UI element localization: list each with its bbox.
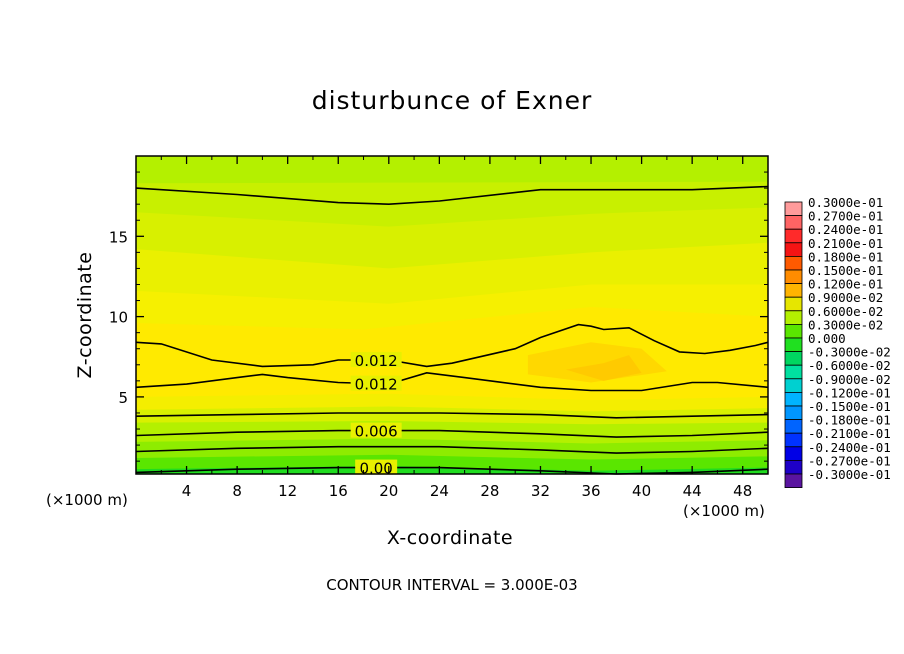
x-tick-label: 28	[480, 482, 499, 500]
colorbar-swatch	[784, 446, 803, 461]
colorbar-swatch	[784, 391, 803, 407]
colorbar-label: 0.2400e-01	[808, 222, 883, 237]
colorbar-swatch	[784, 419, 803, 434]
colorbar-swatch	[784, 364, 803, 380]
contour-line	[135, 185, 769, 206]
x-tick-label: 36	[581, 482, 600, 500]
colorbar-label: -0.9000e-02	[808, 372, 891, 387]
colorbar-label: -0.1500e-01	[808, 399, 891, 414]
contour-interval-note: CONTOUR INTERVAL = 3.000E-03	[326, 576, 578, 594]
colorbar-swatch	[784, 215, 803, 230]
contour-label-background	[350, 351, 402, 367]
colorbar-swatch	[784, 405, 803, 421]
colorbar-label: -0.1200e-01	[808, 385, 891, 400]
contour-line	[135, 412, 769, 419]
x-tick-label: 12	[278, 482, 297, 500]
colorbar-swatch	[784, 351, 803, 366]
x-axis-label: X-coordinate	[386, 527, 514, 549]
chart-title: disturbunce of Exner	[311, 86, 593, 115]
colorbar-label: -0.6000e-02	[808, 358, 891, 373]
y-tick-label: 5	[118, 389, 128, 407]
colorbar-label: 0.3000e-02	[808, 317, 883, 332]
x-tick-label: 44	[683, 482, 702, 500]
plot-frame	[135, 155, 769, 475]
colorbar-swatch	[784, 310, 803, 325]
colorbar-label: -0.3000e-01	[808, 467, 891, 482]
colorbar-label: 0.2700e-01	[808, 209, 883, 224]
contour-label-background	[350, 422, 402, 438]
x-tick-label: 40	[632, 482, 651, 500]
colorbar-label: 0.1200e-01	[808, 277, 883, 292]
contour-labels: 0.012 0.012 0.006 0.00	[350, 351, 402, 478]
contour-label: 0.012	[355, 352, 398, 370]
colorbar-swatch	[784, 378, 803, 393]
colorbar-swatch	[784, 473, 803, 489]
colorbar: 0.3000e-010.2700e-010.2400e-010.2100e-01…	[784, 195, 891, 489]
colorbar-label: 0.3000e-01	[808, 195, 883, 210]
x-tick-label: 8	[232, 482, 242, 500]
y-axis-ticks: 5 10 15	[109, 171, 768, 462]
filled-band	[565, 355, 642, 381]
x-tick-label: 24	[430, 482, 449, 500]
colorbar-swatch	[784, 255, 803, 271]
x-tick-label: 20	[379, 482, 398, 500]
colorbar-label: -0.1800e-01	[808, 413, 891, 428]
contour-label: 0.006	[355, 423, 398, 441]
colorbar-label: -0.2100e-01	[808, 426, 891, 441]
colorbar-swatch	[784, 337, 803, 353]
colorbar-label: -0.3000e-02	[808, 345, 891, 360]
colorbar-swatch	[784, 242, 803, 257]
y-tick-label: 10	[109, 309, 128, 327]
x-unit-label-right: (×1000 m)	[683, 502, 765, 520]
filled-contours	[136, 156, 768, 475]
contour-label: 0.012	[355, 376, 398, 394]
x-axis-ticks: 4 8 12 16 20 24 28 32 36 40 44 48	[160, 156, 752, 500]
contour-line	[135, 429, 769, 438]
colorbar-label: 0.1800e-01	[808, 249, 883, 264]
colorbar-swatch	[784, 296, 803, 312]
x-tick-label: 32	[531, 482, 550, 500]
colorbar-swatch	[784, 323, 803, 339]
contour-line	[135, 323, 769, 368]
colorbar-label: 0.000	[808, 331, 846, 346]
colorbar-swatch	[784, 432, 803, 448]
contour-label-background	[350, 375, 402, 391]
colorbar-swatch	[784, 283, 803, 298]
colorbar-label: 0.2100e-01	[808, 236, 883, 251]
x-unit-label-left: (×1000 m)	[46, 491, 128, 509]
x-tick-label: 16	[329, 482, 348, 500]
x-tick-label: 4	[182, 482, 192, 500]
colorbar-label: 0.6000e-02	[808, 304, 883, 319]
x-tick-label: 48	[733, 482, 752, 500]
colorbar-label: -0.2400e-01	[808, 440, 891, 455]
colorbar-swatch	[784, 459, 803, 475]
colorbar-label: 0.1500e-01	[808, 263, 883, 278]
colorbar-swatch	[784, 228, 803, 244]
colorbar-swatch	[784, 269, 803, 285]
contour-label: 0.00	[359, 460, 392, 478]
contour-line	[135, 371, 769, 392]
contour-line	[135, 445, 769, 454]
colorbar-swatch	[784, 201, 803, 217]
contour-label-background	[355, 459, 398, 475]
colorbar-label: -0.2700e-01	[808, 453, 891, 468]
y-tick-label: 15	[109, 228, 128, 246]
colorbar-label: 0.9000e-02	[808, 290, 883, 305]
